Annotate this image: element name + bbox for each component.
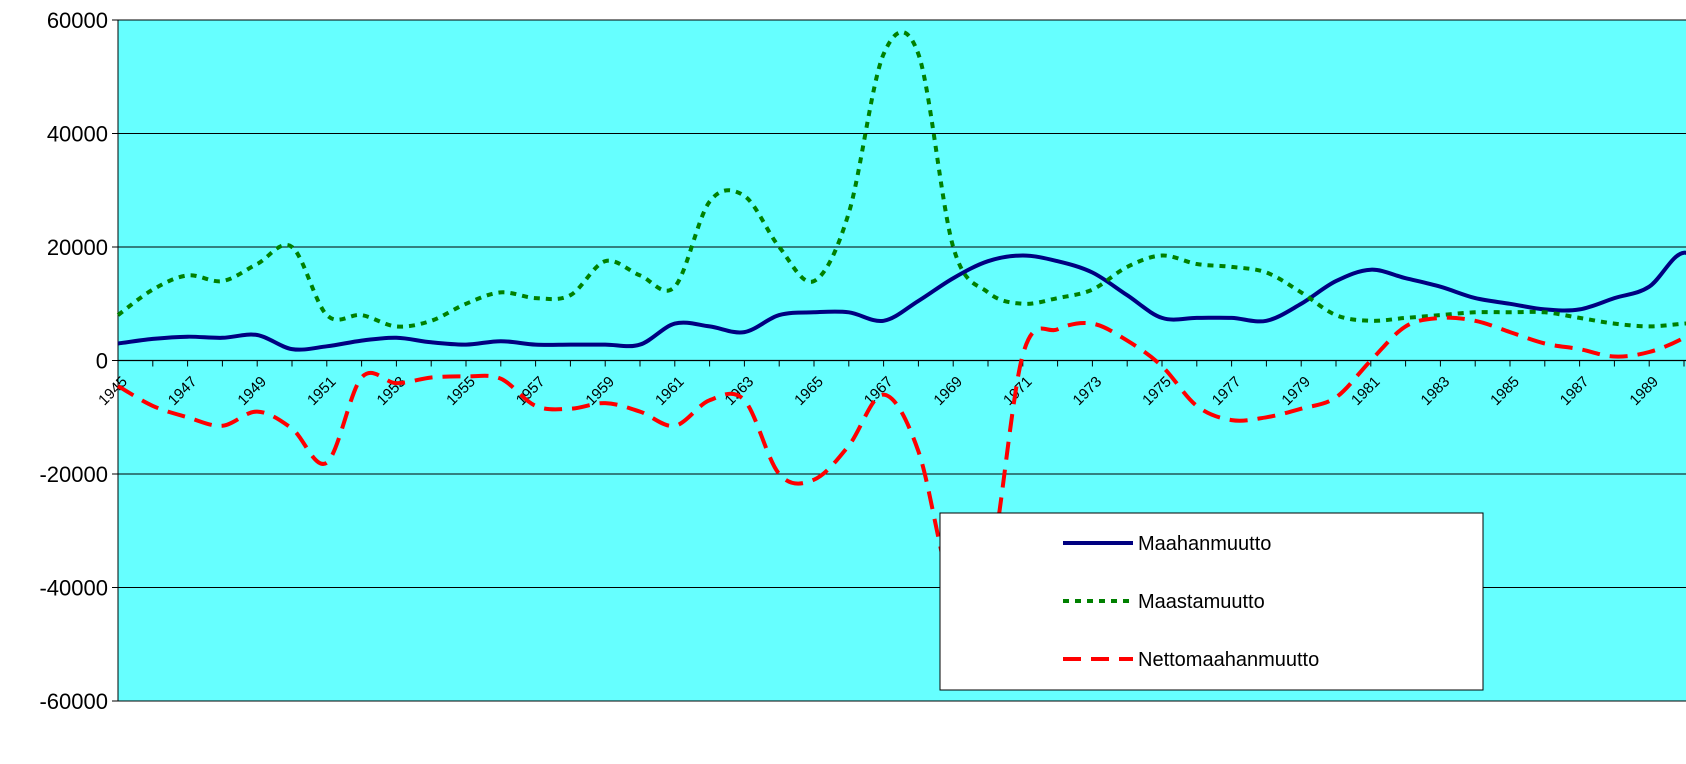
legend: Maahanmuutto Maastamuutto Nettomaahanmuutt… bbox=[939, 512, 1484, 691]
series-layer bbox=[116, 30, 1686, 608]
series-line-maahanmuutto bbox=[117, 250, 1686, 352]
y-tick-label: 0 bbox=[96, 349, 108, 374]
y-axis: 60000 40000 20000 0 -20000 -40000 -60000 bbox=[39, 8, 119, 714]
legend-label: Nettomaahanmuutto bbox=[1138, 649, 1319, 671]
y-tick-label: 20000 bbox=[47, 235, 108, 260]
legend-label: Maastamuutto bbox=[1138, 591, 1265, 613]
y-tick-label: 40000 bbox=[47, 122, 108, 147]
y-tick-label: 60000 bbox=[47, 8, 108, 33]
y-tick-label: -60000 bbox=[39, 689, 108, 714]
legend-label: Maahanmuutto bbox=[1138, 533, 1271, 555]
y-tick-label: -20000 bbox=[39, 462, 108, 487]
series-line-maastamuutto bbox=[116, 30, 1686, 329]
legend-box bbox=[939, 512, 1484, 691]
y-tick-label: -40000 bbox=[39, 576, 108, 601]
